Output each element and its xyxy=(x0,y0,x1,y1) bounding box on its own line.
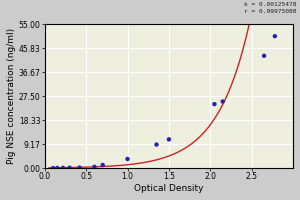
Point xyxy=(154,143,159,146)
Point xyxy=(262,54,266,57)
Point xyxy=(55,166,60,170)
Point xyxy=(77,166,82,169)
Point xyxy=(67,166,72,169)
Point xyxy=(167,138,171,141)
X-axis label: Optical Density: Optical Density xyxy=(134,184,204,193)
Point xyxy=(92,165,97,168)
Y-axis label: Pig NSE concentration (ng/ml): Pig NSE concentration (ng/ml) xyxy=(7,28,16,164)
Point xyxy=(272,35,277,38)
Point xyxy=(61,166,65,169)
Point xyxy=(51,167,56,170)
Point xyxy=(125,157,130,161)
Point xyxy=(220,100,225,103)
Point xyxy=(212,103,217,106)
Point xyxy=(100,163,105,167)
Text: k = 0.00125478
r = 0.99975088: k = 0.00125478 r = 0.99975088 xyxy=(244,2,297,14)
